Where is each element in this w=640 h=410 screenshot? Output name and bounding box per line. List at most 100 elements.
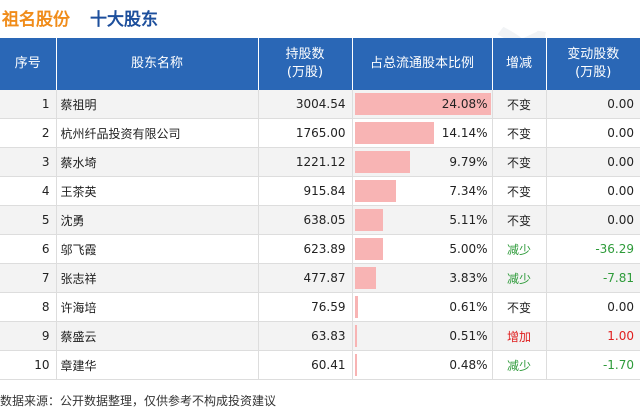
ratio-bar [354, 267, 377, 289]
cell-shareholder-name: 邬飞霞 [56, 234, 259, 264]
ratio-value: 0.48% [449, 358, 488, 372]
cell-rank: 8 [0, 292, 57, 322]
col-header-ratio: 占总流通股本比例 [352, 38, 493, 90]
cell-rank: 10 [0, 350, 57, 380]
table-row: 2 杭州纤品投资有限公司 1765.00 14.14% 不变 0.00 [0, 118, 640, 148]
cell-holding: 60.41 [258, 350, 353, 380]
ratio-value: 24.08% [441, 97, 488, 111]
cell-rank: 6 [0, 234, 57, 264]
cell-change-amount: -1.70 [546, 350, 640, 380]
cell-change: 减少 [492, 350, 547, 380]
cell-shareholder-name: 蔡盛云 [56, 321, 259, 351]
ratio-bar [354, 238, 383, 260]
cell-shareholder-name: 蔡水埼 [56, 147, 259, 177]
cell-change-amount: 0.00 [546, 292, 640, 322]
data-source-note: 数据来源：公开数据整理，仅供参考不构成投资建议 [0, 394, 277, 408]
cell-shareholder-name: 张志祥 [56, 263, 259, 293]
col-header-amount-line1: 变动股数 [567, 47, 620, 62]
cell-change-amount: -7.81 [546, 263, 640, 293]
ratio-value: 0.61% [449, 300, 488, 314]
cell-holding: 63.83 [258, 321, 353, 351]
ratio-bar [354, 354, 358, 376]
ratio-value: 0.51% [449, 329, 488, 343]
cell-holding: 477.87 [258, 263, 353, 293]
cell-change-amount: 1.00 [546, 321, 640, 351]
table-row: 4 王茶英 915.84 7.34% 不变 0.00 [0, 176, 640, 206]
cell-rank: 1 [0, 90, 57, 119]
cell-holding: 1765.00 [258, 118, 353, 148]
col-header-holding-line2: (万股) [286, 65, 324, 80]
cell-ratio: 0.48% [352, 350, 493, 380]
cell-rank: 2 [0, 118, 57, 148]
table-row: 9 蔡盛云 63.83 0.51% 增加 1.00 [0, 321, 640, 351]
cell-holding: 623.89 [258, 234, 353, 264]
cell-change: 不变 [492, 176, 547, 206]
cell-shareholder-name: 沈勇 [56, 205, 259, 235]
ratio-value: 14.14% [441, 126, 488, 140]
ratio-bar [354, 151, 410, 173]
cell-change-amount: -36.29 [546, 234, 640, 264]
ratio-value: 3.83% [449, 271, 488, 285]
ratio-bar [354, 325, 358, 347]
cell-change-amount: 0.00 [546, 90, 640, 119]
col-header-name: 股东名称 [56, 38, 259, 90]
cell-ratio: 9.79% [352, 147, 493, 177]
cell-change-amount: 0.00 [546, 118, 640, 148]
cell-rank: 9 [0, 321, 57, 351]
cell-ratio: 24.08% [352, 90, 493, 119]
shareholders-table: 序号 股东名称 持股数 (万股) 占总流通股本比例 增减 变动股数 (万股) 1… [0, 38, 640, 380]
cell-rank: 5 [0, 205, 57, 235]
table-row: 3 蔡水埼 1221.12 9.79% 不变 0.00 [0, 147, 640, 177]
table-row: 1 蔡祖明 3004.54 24.08% 不变 0.00 [0, 90, 640, 119]
ratio-value: 7.34% [449, 184, 488, 198]
col-header-amount: 变动股数 (万股) [546, 38, 640, 90]
col-header-amount-line2: (万股) [575, 65, 612, 80]
cell-holding: 638.05 [258, 205, 353, 235]
cell-change: 增加 [492, 321, 547, 351]
cell-rank: 3 [0, 147, 57, 177]
col-header-holding: 持股数 (万股) [258, 38, 353, 90]
ratio-value: 5.11% [449, 213, 488, 227]
cell-change: 减少 [492, 263, 547, 293]
table-row: 8 许海培 76.59 0.61% 不变 0.00 [0, 292, 640, 322]
ratio-bar [354, 209, 384, 231]
ratio-value: 9.79% [449, 155, 488, 169]
table-row: 7 张志祥 477.87 3.83% 减少 -7.81 [0, 263, 640, 293]
ratio-bar [354, 122, 435, 144]
ratio-bar [354, 296, 358, 318]
cell-ratio: 5.11% [352, 205, 493, 235]
cell-change: 减少 [492, 234, 547, 264]
cell-change: 不变 [492, 118, 547, 148]
cell-shareholder-name: 章建华 [56, 350, 259, 380]
table-row: 10 章建华 60.41 0.48% 减少 -1.70 [0, 350, 640, 380]
section-title: 十大股东 [90, 9, 158, 30]
cell-ratio: 0.61% [352, 292, 493, 322]
cell-change: 不变 [492, 205, 547, 235]
cell-change: 不变 [492, 147, 547, 177]
table-header-row: 序号 股东名称 持股数 (万股) 占总流通股本比例 增减 变动股数 (万股) [0, 38, 640, 90]
cell-shareholder-name: 杭州纤品投资有限公司 [56, 118, 259, 148]
table-row: 6 邬飞霞 623.89 5.00% 减少 -36.29 [0, 234, 640, 264]
col-header-rank: 序号 [0, 38, 57, 90]
cell-holding: 915.84 [258, 176, 353, 206]
cell-ratio: 5.00% [352, 234, 493, 264]
col-header-change: 增减 [492, 38, 547, 90]
ratio-value: 5.00% [449, 242, 488, 256]
cell-holding: 1221.12 [258, 147, 353, 177]
cell-ratio: 0.51% [352, 321, 493, 351]
cell-shareholder-name: 蔡祖明 [56, 90, 259, 119]
cell-rank: 7 [0, 263, 57, 293]
cell-rank: 4 [0, 176, 57, 206]
cell-change: 不变 [492, 292, 547, 322]
ratio-bar [354, 93, 491, 115]
cell-change-amount: 0.00 [546, 176, 640, 206]
ratio-bar [354, 180, 396, 202]
cell-ratio: 14.14% [352, 118, 493, 148]
cell-holding: 3004.54 [258, 90, 353, 119]
cell-change-amount: 0.00 [546, 147, 640, 177]
cell-shareholder-name: 王茶英 [56, 176, 259, 206]
title-bar: 祖名股份 十大股东 [0, 0, 640, 34]
cell-change: 不变 [492, 90, 547, 119]
cell-change-amount: 0.00 [546, 205, 640, 235]
col-header-holding-line1: 持股数 [285, 47, 325, 62]
